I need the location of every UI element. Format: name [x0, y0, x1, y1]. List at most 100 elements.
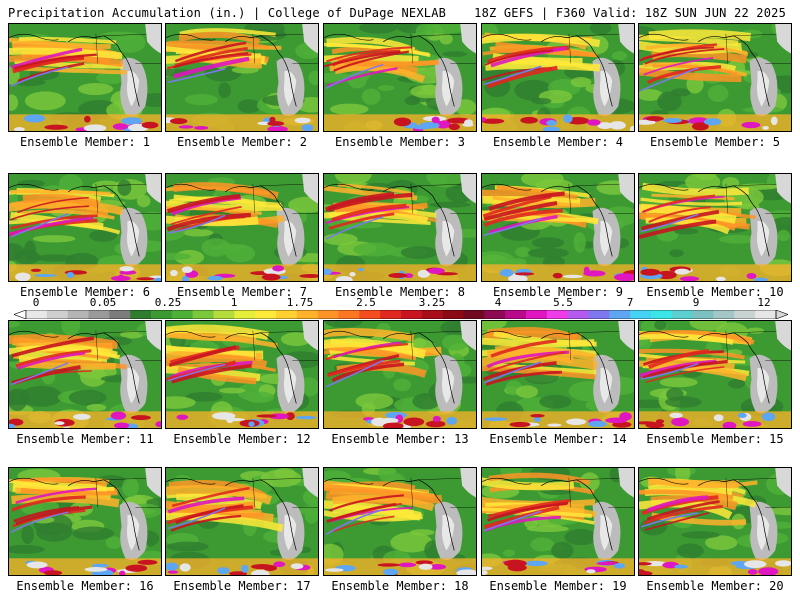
ensemble-member-label: Ensemble Member: 9	[492, 285, 624, 299]
colorbar-tick-label: 0.05	[89, 296, 117, 309]
ensemble-map-panel	[165, 467, 319, 576]
colorbar-swatch	[130, 310, 152, 319]
ensemble-map-panel	[8, 23, 162, 132]
ensemble-member-label: Ensemble Member: 12	[173, 432, 311, 446]
precipitation-map	[166, 321, 318, 428]
precipitation-colorbar	[14, 310, 788, 319]
chart-title: Precipitation Accumulation (in.) | Colle…	[8, 6, 447, 20]
ensemble-member-label: Ensemble Member: 16	[16, 579, 154, 593]
colorbar-swatch	[630, 310, 652, 319]
ensemble-map-panel	[165, 320, 319, 429]
ensemble-member-label: Ensemble Member: 13	[331, 432, 469, 446]
ensemble-member-label: Ensemble Member: 8	[334, 285, 466, 299]
colorbar-swatch	[255, 310, 277, 319]
colorbar-min-arrow	[14, 310, 27, 319]
ensemble-member-label: Ensemble Member: 3	[334, 135, 466, 149]
colorbar-max-arrow	[775, 310, 788, 319]
colorbar-tick-label: 7	[626, 296, 634, 309]
ensemble-map-panel	[323, 23, 477, 132]
colorbar-tick-label: 4	[494, 296, 502, 309]
ensemble-map-panel	[165, 23, 319, 132]
colorbar-swatch	[109, 310, 131, 319]
colorbar-swatch	[692, 310, 714, 319]
ensemble-member-label: Ensemble Member: 20	[646, 579, 784, 593]
ensemble-member-label: Ensemble Member: 10	[646, 285, 784, 299]
colorbar-swatch	[296, 310, 318, 319]
ensemble-member-label: Ensemble Member: 11	[16, 432, 154, 446]
ensemble-map-panel	[323, 173, 477, 282]
colorbar-swatch	[88, 310, 110, 319]
colorbar-swatch	[567, 310, 589, 319]
colorbar-swatch	[755, 310, 777, 319]
colorbar-swatch	[276, 310, 298, 319]
colorbar-swatch	[192, 310, 214, 319]
ensemble-map-panel	[8, 467, 162, 576]
precipitation-map	[324, 468, 476, 575]
ensemble-map-panel	[165, 173, 319, 282]
ensemble-map-panel	[481, 23, 635, 132]
colorbar-swatch	[338, 310, 360, 319]
ensemble-map-panel	[323, 320, 477, 429]
ensemble-map-panel	[638, 173, 792, 282]
precipitation-map	[324, 24, 476, 131]
precipitation-map	[639, 24, 791, 131]
ensemble-map-panel	[323, 467, 477, 576]
colorbar-swatch	[421, 310, 443, 319]
ensemble-map-panel	[638, 467, 792, 576]
colorbar-swatch	[442, 310, 464, 319]
precipitation-map	[166, 24, 318, 131]
colorbar-swatch	[609, 310, 631, 319]
ensemble-member-label: Ensemble Member: 5	[649, 135, 781, 149]
precipitation-map	[639, 321, 791, 428]
precipitation-map	[482, 468, 634, 575]
ensemble-map-panel	[481, 173, 635, 282]
ensemble-member-label: Ensemble Member: 19	[489, 579, 627, 593]
precipitation-map	[166, 468, 318, 575]
ensemble-map-panel	[8, 320, 162, 429]
ensemble-member-label: Ensemble Member: 7	[176, 285, 308, 299]
precipitation-map	[166, 174, 318, 281]
colorbar-swatch	[46, 310, 68, 319]
ensemble-map-panel	[481, 467, 635, 576]
colorbar-tick-label: 9	[692, 296, 700, 309]
colorbar-swatch	[713, 310, 735, 319]
ensemble-member-label: Ensemble Member: 4	[492, 135, 624, 149]
colorbar-tick-label: 0.25	[154, 296, 182, 309]
colorbar-swatch	[67, 310, 89, 319]
ensemble-map-panel	[8, 173, 162, 282]
colorbar-swatch	[546, 310, 568, 319]
colorbar-swatch	[380, 310, 402, 319]
colorbar-tick-label: 5.5	[553, 296, 573, 309]
colorbar-swatch	[671, 310, 693, 319]
colorbar-swatch	[484, 310, 506, 319]
colorbar-swatch	[588, 310, 610, 319]
colorbar-swatch	[651, 310, 673, 319]
ensemble-member-label: Ensemble Member: 6	[19, 285, 151, 299]
colorbar-swatch	[526, 310, 548, 319]
precipitation-map	[9, 468, 161, 575]
precipitation-map	[324, 321, 476, 428]
model-run-info: 18Z GEFS | F360 Valid: 18Z SUN JUN 22 20…	[474, 6, 786, 20]
colorbar-tick-label: 1.75	[286, 296, 314, 309]
precipitation-map	[482, 174, 634, 281]
colorbar-swatch	[234, 310, 256, 319]
colorbar-tick-label: 1	[230, 296, 238, 309]
colorbar-tick-label: 2.5	[356, 296, 376, 309]
colorbar-swatch	[401, 310, 423, 319]
colorbar-swatch	[171, 310, 193, 319]
ensemble-map-panel	[638, 23, 792, 132]
colorbar-swatch	[151, 310, 173, 319]
colorbar-tick-label: 3.25	[418, 296, 446, 309]
precipitation-map	[482, 24, 634, 131]
ensemble-member-label: Ensemble Member: 1	[19, 135, 151, 149]
precipitation-map	[9, 321, 161, 428]
ensemble-member-label: Ensemble Member: 15	[646, 432, 784, 446]
colorbar-tick-label: 0	[32, 296, 40, 309]
precipitation-map	[324, 174, 476, 281]
precipitation-map	[639, 468, 791, 575]
colorbar-swatch	[317, 310, 339, 319]
colorbar-swatch	[26, 310, 48, 319]
colorbar-swatch	[359, 310, 381, 319]
precipitation-map	[9, 24, 161, 131]
precipitation-map	[482, 321, 634, 428]
